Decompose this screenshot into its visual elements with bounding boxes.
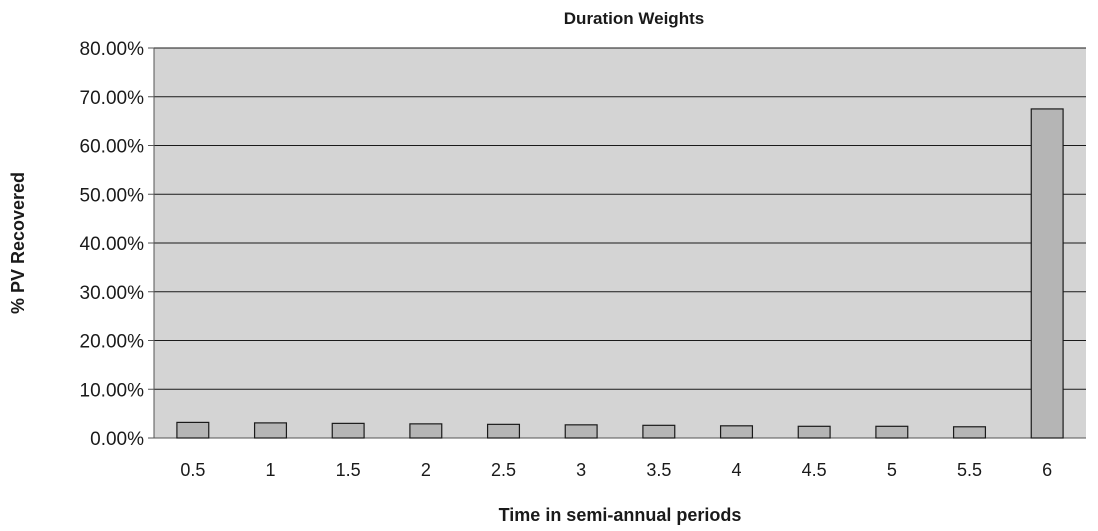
y-tick-label: 70.00%: [80, 88, 145, 109]
x-tick-label: 3: [576, 460, 586, 480]
x-tick-label: 0.5: [180, 460, 205, 480]
bar: [952, 426, 987, 439]
x-tick-label: 2.5: [491, 460, 516, 480]
y-axis-label: % PV Recovered: [8, 172, 28, 314]
bar: [176, 421, 210, 439]
x-tick-label: 5: [887, 460, 897, 480]
y-tick-label: 40.00%: [80, 234, 145, 255]
gridlines: [154, 47, 1086, 390]
y-tick-label: 0.00%: [90, 429, 144, 450]
bar: [331, 422, 365, 439]
bar: [797, 425, 831, 439]
x-tick-label: 3.5: [646, 460, 671, 480]
x-axis: 0.5 1 1.5 2 2.5 3 3.5 4 4.5 5 5.5 6: [154, 437, 1086, 480]
y-tick-label: 20.00%: [80, 332, 145, 353]
y-tick-label: 10.00%: [80, 380, 145, 401]
bar: [486, 423, 521, 439]
x-tick-label: 1.5: [336, 460, 361, 480]
bar: [409, 423, 443, 439]
y-tick-label: 80.00%: [80, 39, 145, 60]
x-axis-label: Time in semi-annual periods: [499, 505, 742, 525]
y-tick-label: 60.00%: [80, 137, 145, 158]
bar: [719, 425, 754, 439]
bar: [564, 424, 598, 439]
bar: [253, 422, 288, 439]
x-tick-label: 4.5: [802, 460, 827, 480]
y-tick-label: 50.00%: [80, 185, 145, 206]
bars: [176, 108, 1064, 439]
bar: [1030, 108, 1064, 439]
x-tick-label: 2: [421, 460, 431, 480]
chart-title: Duration Weights: [564, 9, 704, 28]
x-tick-label: 1: [265, 460, 275, 480]
y-tick-label: 30.00%: [80, 283, 145, 304]
x-tick-label: 5.5: [957, 460, 982, 480]
x-tick-label: 4: [731, 460, 741, 480]
bar: [642, 424, 676, 439]
x-tick-label: 6: [1042, 460, 1052, 480]
bar: [875, 425, 909, 439]
y-axis: 0.00% 10.00% 20.00% 30.00% 40.00% 50.00% 60.00…: [80, 39, 155, 450]
